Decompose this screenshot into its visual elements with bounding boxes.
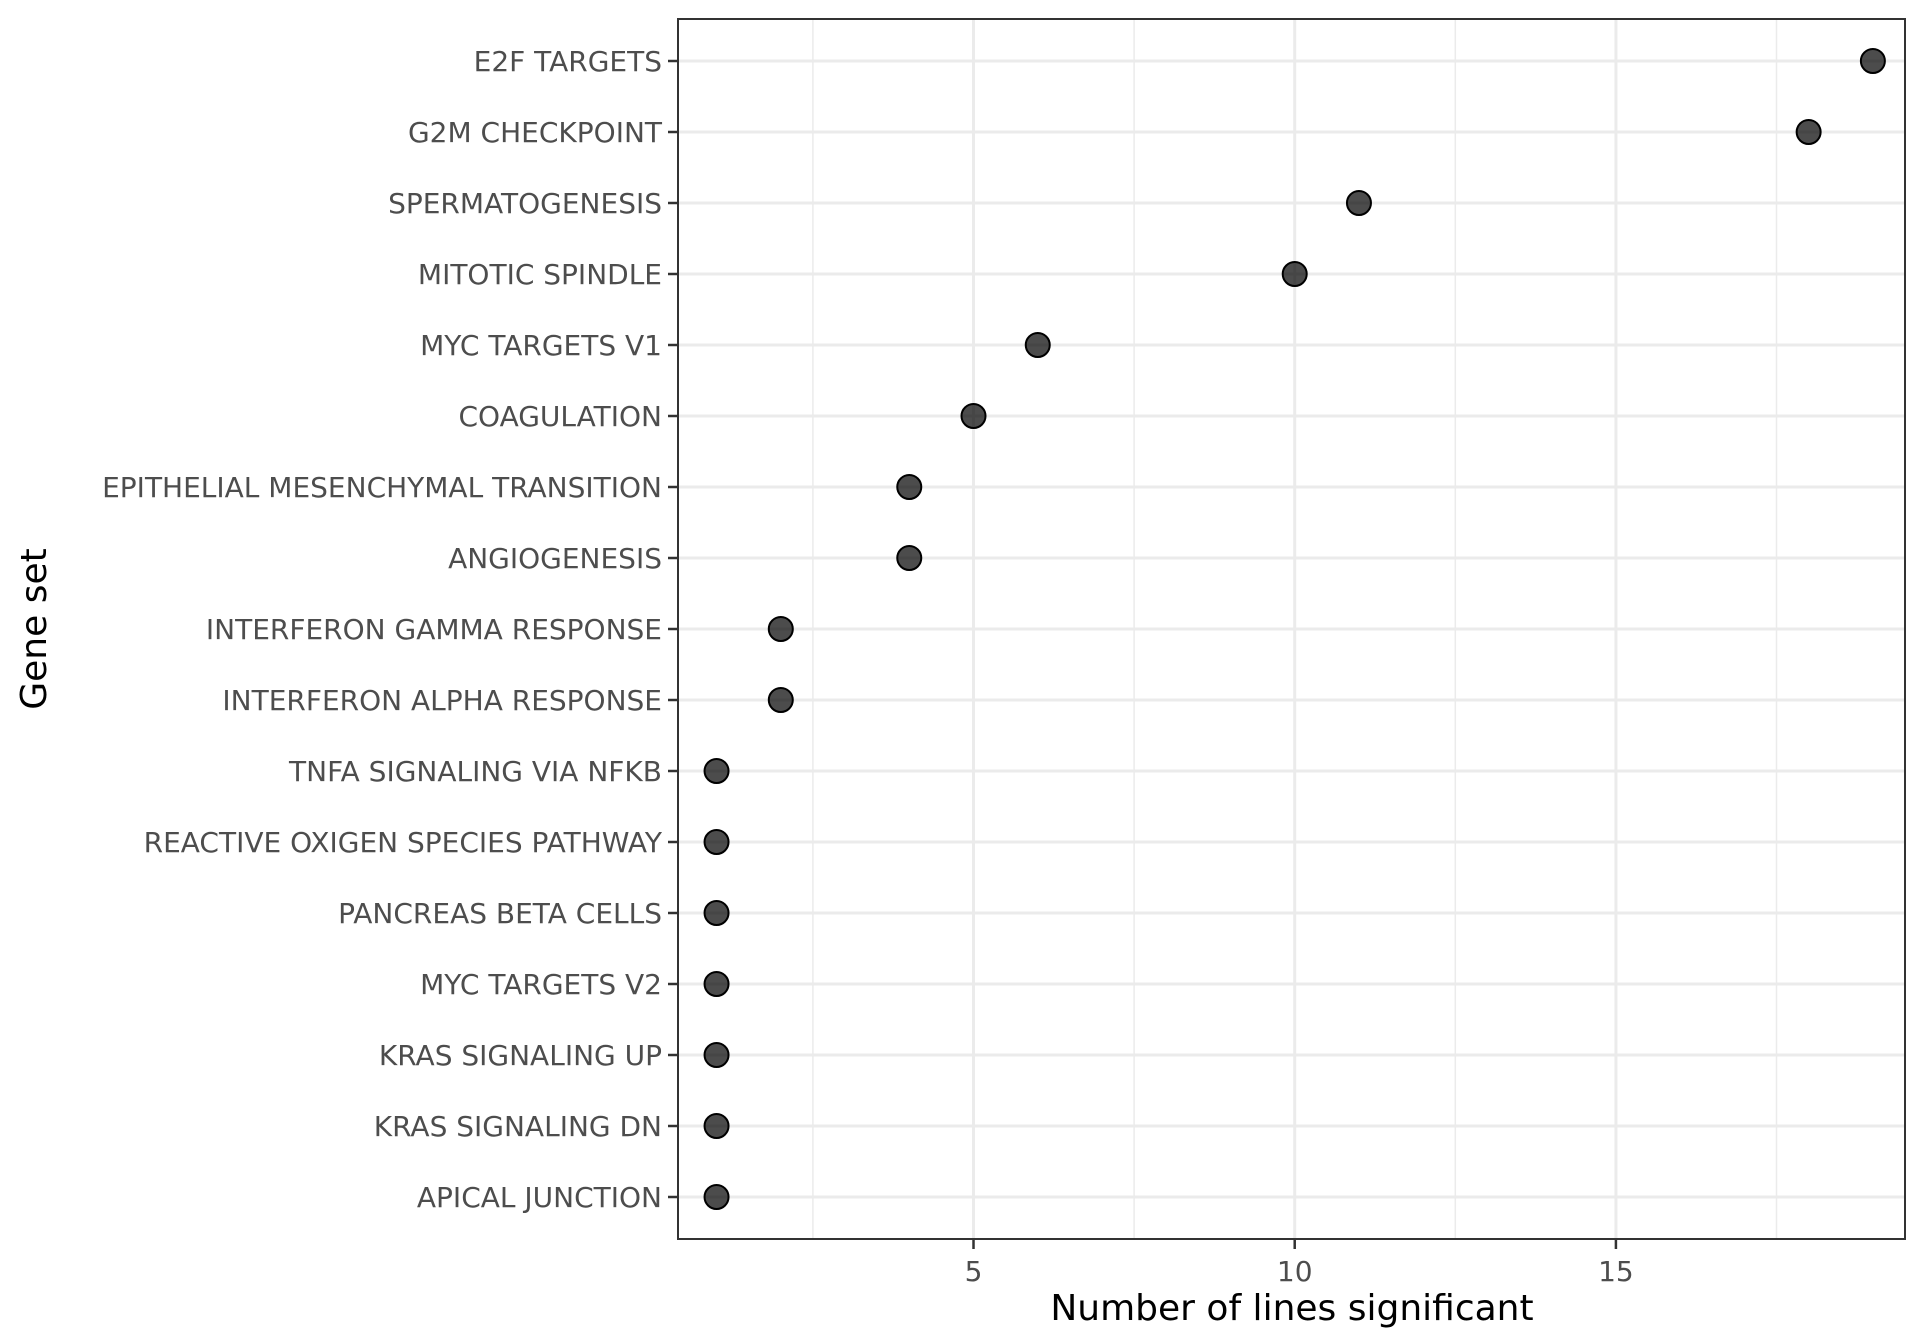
y-tick-label: EPITHELIAL MESENCHYMAL TRANSITION: [102, 471, 662, 504]
data-point: [1345, 190, 1372, 216]
data-point: [1795, 119, 1822, 145]
y-axis-title: Gene set: [14, 548, 55, 709]
y-tick-label: G2M CHECKPOINT: [408, 116, 663, 149]
y-tick-label: MYC TARGETS V1: [420, 329, 662, 362]
x-tick-label: 5: [965, 1255, 983, 1288]
y-axis: E2F TARGETS G2M CHECKPOINT SPERMATOGENESIS…: [102, 45, 678, 1214]
data-points: [703, 48, 1886, 1210]
data-point: [703, 1184, 730, 1210]
y-tick-label: KRAS SIGNALING DN: [374, 1110, 662, 1143]
data-point: [896, 545, 923, 571]
data-point: [703, 971, 730, 997]
y-tick-label: INTERFERON GAMMA RESPONSE: [206, 613, 662, 646]
y-tick-label: COAGULATION: [458, 400, 662, 433]
data-point: [1281, 261, 1308, 287]
data-point: [703, 1042, 730, 1068]
data-point: [703, 900, 730, 926]
x-axis-title: Number of lines significant: [1050, 1288, 1533, 1329]
data-point: [1024, 332, 1051, 358]
y-tick-label: INTERFERON ALPHA RESPONSE: [222, 684, 662, 717]
y-tick-label: MITOTIC SPINDLE: [418, 258, 662, 291]
data-point: [1859, 48, 1886, 74]
y-tick-label: APICAL JUNCTION: [417, 1181, 662, 1214]
y-tick-label: E2F TARGETS: [474, 45, 662, 78]
data-point: [703, 1113, 730, 1139]
y-tick-label: PANCREAS BETA CELLS: [338, 897, 662, 930]
data-point: [703, 758, 730, 784]
x-axis: 5 10 15: [965, 1239, 1634, 1288]
x-tick-label: 15: [1598, 1255, 1634, 1288]
y-tick-label: MYC TARGETS V2: [420, 968, 662, 1001]
data-point: [896, 474, 923, 500]
y-tick-label: TNFA SIGNALING VIA NFKB: [288, 755, 662, 788]
data-point: [960, 403, 987, 429]
y-tick-label: SPERMATOGENESIS: [388, 187, 662, 220]
y-tick-label: ANGIOGENESIS: [448, 542, 662, 575]
grid-lines: [678, 19, 1905, 1239]
y-tick-label: REACTIVE OXIGEN SPECIES PATHWAY: [144, 826, 663, 859]
y-tick-label: KRAS SIGNALING UP: [379, 1039, 662, 1072]
data-point: [767, 687, 794, 713]
x-tick-label: 10: [1277, 1255, 1313, 1288]
data-point: [703, 829, 730, 855]
data-point: [767, 616, 794, 642]
